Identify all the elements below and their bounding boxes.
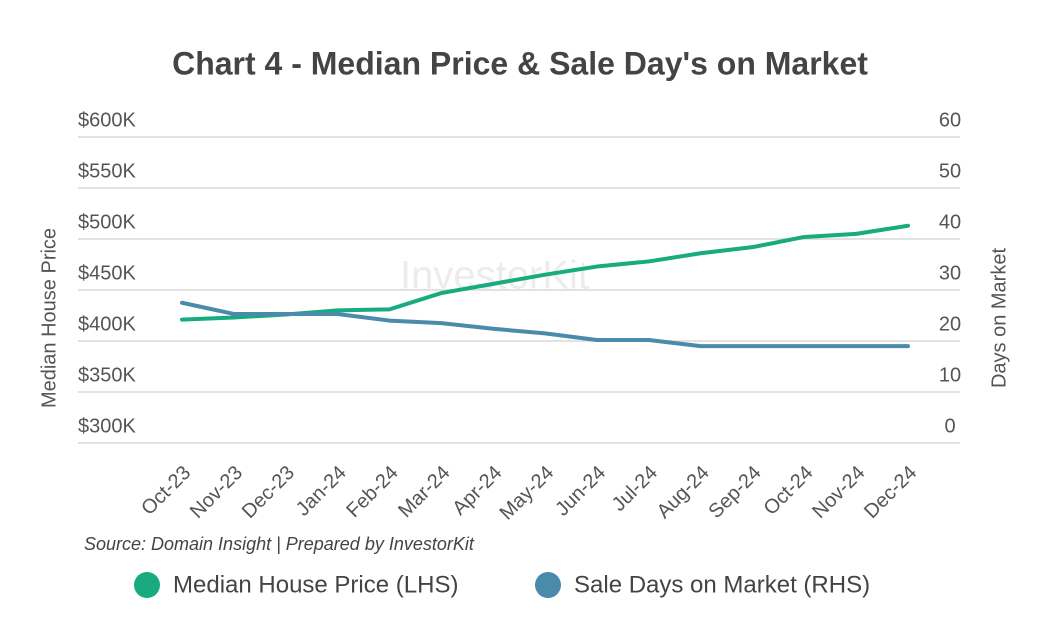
x-tick-label: Feb-24	[342, 462, 402, 522]
legend-label: Sale Days on Market (RHS)	[574, 571, 870, 598]
y-tick-label: $500K	[78, 211, 136, 233]
y2-tick-label: 50	[939, 160, 961, 182]
source: Source: Domain Insight | Prepared by Inv…	[84, 534, 475, 554]
y-tick-label: $550K	[78, 160, 136, 182]
y-tick-label: $350K	[78, 364, 136, 386]
y-tick-label: $600K	[78, 109, 136, 131]
y2-tick-label: 60	[939, 109, 961, 131]
x-tick-label: Dec-23	[238, 462, 299, 523]
y-tick-label: $300K	[78, 415, 136, 437]
y-tick-label: $450K	[78, 262, 136, 284]
watermark: InvestorKit	[400, 254, 589, 298]
x-tick-label: Oct-24	[760, 462, 818, 520]
y2-tick-label: 10	[939, 364, 961, 386]
x-tick-label: May-24	[496, 462, 559, 525]
y2-tick-label: 20	[939, 313, 961, 335]
legend-marker	[134, 572, 160, 598]
y2-axis-label: Days on Market	[988, 248, 1010, 388]
y-axis-label: Median House Price	[38, 228, 60, 408]
x-tick-label: Nov-24	[808, 462, 869, 523]
y2-tick-label: 30	[939, 262, 961, 284]
y2-tick-label: 40	[939, 211, 961, 233]
x-tick-label: Mar-24	[394, 462, 454, 522]
x-tick-label: Sep-24	[705, 462, 766, 523]
line	[180, 300, 910, 349]
legend-marker	[535, 572, 561, 598]
x-tick-label: Oct-23	[137, 462, 195, 520]
y2-tick-label: 0	[944, 415, 955, 437]
x-tick-label: Dec-24	[860, 462, 921, 523]
y-tick-label: $400K	[78, 313, 136, 335]
x-tick-label: Jan-24	[292, 462, 351, 521]
legend-label: Median House Price (LHS)	[173, 571, 458, 598]
x-tick-label: Jun-24	[551, 462, 610, 521]
x-tick-label: Aug-24	[653, 462, 714, 523]
x-tick-label: Nov-23	[186, 462, 247, 523]
chart-title: Chart 4 - Median Price & Sale Day's on M…	[172, 45, 868, 81]
